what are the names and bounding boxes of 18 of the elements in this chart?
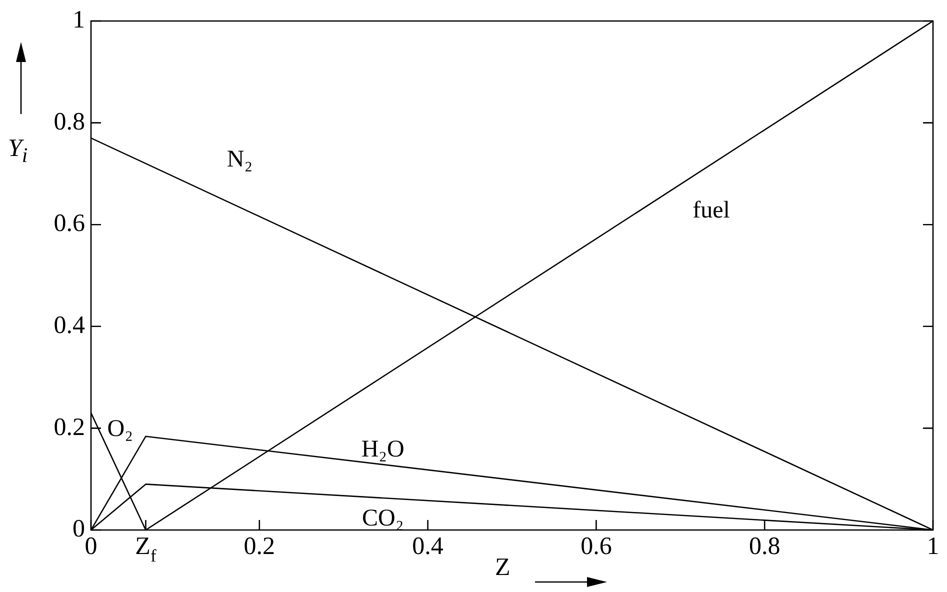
series-label: O₂ [107,416,134,442]
y-axis-title: Y$_{i}$ [8,135,28,167]
x-tick-label: 0.4 [412,533,444,560]
series-label: fuel [692,197,730,224]
series-label: CO₂ [362,505,404,532]
y-tick-label: 1 [72,6,85,34]
x-tick-label: 0.6 [580,533,612,560]
series-label: H₂O [361,436,404,463]
y-tick-label: 0 [72,516,85,543]
y-tick-label: 0.2 [54,414,85,441]
x-axis-title: Z [495,554,510,581]
x-tick-label: 0.2 [244,533,276,560]
x-tick-label: 0.8 [748,533,780,560]
y-tick-label: 0.8 [54,108,85,136]
series-label: N₂ [226,146,253,172]
x-tick-label: 1 [926,533,940,560]
y-tick-label: 0.4 [54,312,86,339]
y-tick-label: 0.6 [54,210,85,238]
